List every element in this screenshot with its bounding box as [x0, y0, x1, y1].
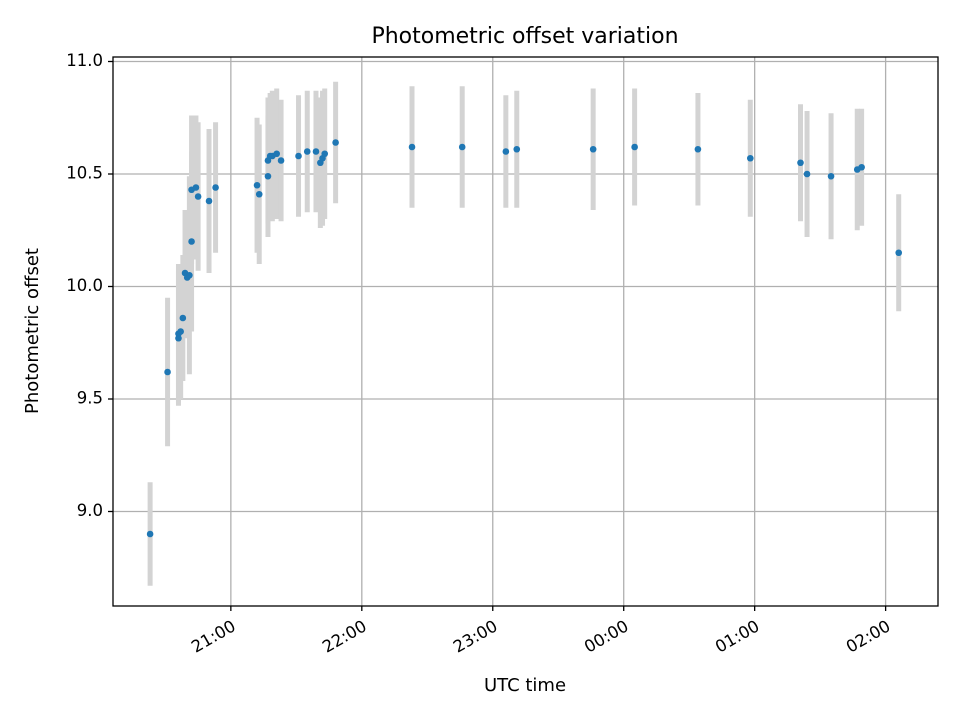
chart-title: Photometric offset variation: [371, 24, 678, 49]
data-point: [797, 159, 804, 167]
errorbar-layer: [147, 81, 902, 586]
data-point: [146, 530, 154, 538]
data-point: [253, 181, 261, 189]
data-point: [458, 143, 466, 151]
x-tick-label: 02:00: [843, 616, 894, 656]
data-point: [747, 154, 754, 162]
data-point: [303, 148, 311, 155]
data-point: [192, 184, 200, 191]
y-tick-label: 9.5: [77, 389, 103, 408]
x-tick-label: 23:00: [450, 616, 501, 656]
data-point: [179, 314, 187, 322]
y-tick-label: 10.5: [66, 164, 103, 183]
data-point: [827, 172, 835, 180]
data-point: [264, 172, 272, 180]
data-point: [186, 271, 193, 279]
data-point: [312, 148, 320, 155]
data-point: [502, 148, 510, 155]
data-point: [803, 170, 811, 178]
data-point: [277, 157, 285, 164]
data-point: [205, 197, 213, 205]
data-point: [694, 145, 702, 153]
data-point: [513, 145, 521, 153]
data-point: [295, 152, 302, 160]
x-tick-label: 00:00: [581, 616, 632, 656]
data-point: [164, 368, 171, 376]
data-point: [332, 139, 339, 146]
y-tick-label: 10.0: [66, 276, 103, 295]
data-point: [408, 143, 416, 151]
data-point: [858, 163, 865, 171]
data-point: [589, 145, 597, 153]
data-point: [175, 334, 182, 342]
y-tick-label: 11.0: [66, 51, 103, 70]
x-tick-label: 22:00: [319, 616, 370, 656]
data-point: [321, 150, 329, 158]
x-axis-label: UTC time: [484, 675, 566, 696]
plot-frame: [112, 56, 939, 607]
y-tick-label: 9.0: [77, 501, 103, 520]
x-tick-label: 01:00: [712, 616, 763, 656]
data-point: [631, 143, 638, 151]
data-point: [188, 238, 195, 245]
data-point: [255, 190, 263, 198]
data-point: [212, 184, 219, 191]
data-point: [273, 150, 280, 158]
x-tick-label: 21:00: [188, 616, 239, 656]
point-layer: [146, 139, 903, 538]
data-point: [895, 249, 903, 257]
y-axis-label: Photometric offset: [22, 248, 43, 414]
grid-layer: [113, 57, 938, 606]
data-point: [177, 328, 184, 335]
data-point: [194, 193, 202, 200]
